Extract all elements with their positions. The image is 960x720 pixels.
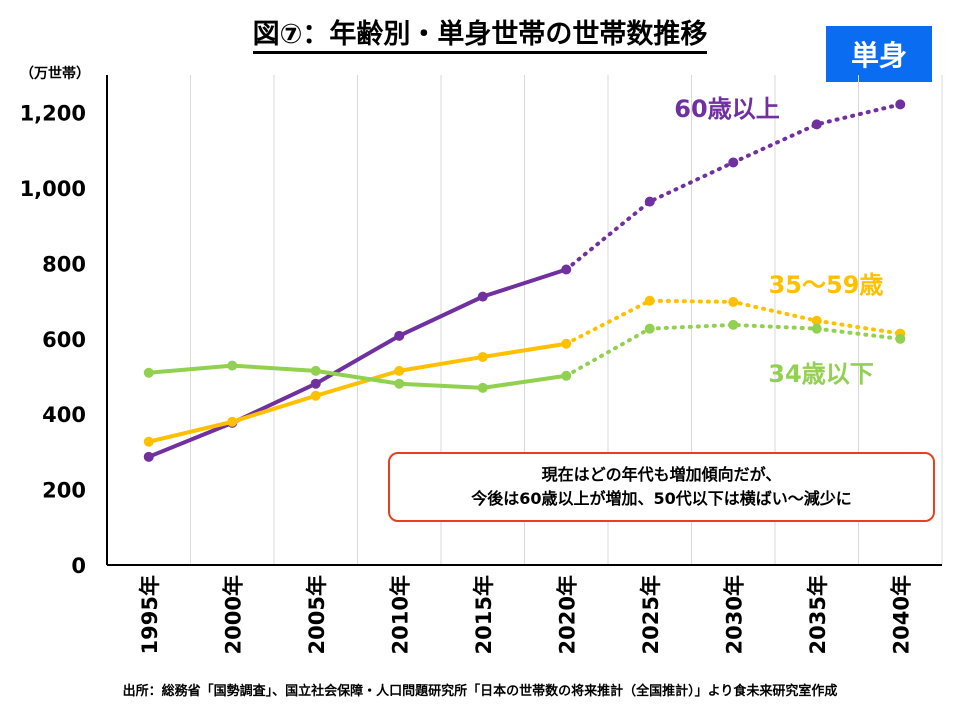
y-tick-label: 200 <box>42 479 86 503</box>
data-point <box>561 264 572 275</box>
callout-line-2: 今後は60歳以上が増加、50代以下は横ばい～減少に <box>471 489 852 508</box>
y-tick-label: 1,000 <box>20 177 86 201</box>
callout-line-1: 現在はどの年代も増加傾向だが、 <box>541 465 782 484</box>
data-point <box>143 367 154 378</box>
data-point <box>143 436 154 447</box>
y-tick-label: 0 <box>71 554 86 578</box>
data-point <box>728 296 739 307</box>
x-tick-label: 2025年 <box>639 575 663 654</box>
x-tick-label: 2000年 <box>221 575 245 654</box>
y-tick-label: 400 <box>42 403 86 427</box>
data-point <box>644 295 655 306</box>
data-point <box>477 382 488 393</box>
data-point <box>227 416 238 427</box>
series-label: 60歳以上 <box>674 95 779 123</box>
x-tick-label: 2020年 <box>555 575 579 654</box>
data-point <box>310 378 321 389</box>
data-point <box>811 315 822 326</box>
x-tick-label: 2040年 <box>889 575 913 654</box>
data-point <box>310 365 321 376</box>
x-tick-label: 2030年 <box>722 575 746 654</box>
data-point <box>811 323 822 334</box>
y-axis-label: （万世帯） <box>20 65 90 82</box>
data-point <box>394 365 405 376</box>
data-point <box>811 119 822 130</box>
series-line-projection <box>564 102 903 272</box>
chart-title: 図⑦：年齢別・単身世帯の世帯数推移 <box>0 12 960 54</box>
x-tick-label: 2015年 <box>472 575 496 654</box>
y-tick-label: 600 <box>42 328 86 352</box>
data-point <box>728 319 739 330</box>
data-point <box>477 351 488 362</box>
data-point <box>895 99 906 110</box>
series-line-actual <box>148 363 567 390</box>
data-point <box>310 390 321 401</box>
series-line-actual <box>148 341 567 444</box>
x-tick-label: 1995年 <box>138 575 162 654</box>
y-tick-label: 800 <box>42 252 86 276</box>
data-point <box>394 330 405 341</box>
data-point <box>394 378 405 389</box>
callout-box: 現在はどの年代も増加傾向だが、 今後は60歳以上が増加、50代以下は横ばい～減少… <box>388 452 935 522</box>
series-label: 34歳以下 <box>768 360 873 388</box>
x-tick-label: 2005年 <box>305 575 329 654</box>
source-note: 出所：総務省「国勢調査」、国立社会保障・人口問題研究所「日本の世帯数の将来推計（… <box>122 684 838 699</box>
data-point <box>561 338 572 349</box>
data-point <box>477 291 488 302</box>
data-point <box>227 360 238 371</box>
data-point <box>143 451 154 462</box>
data-point <box>728 157 739 168</box>
x-tick-label: 2010年 <box>388 575 412 654</box>
data-point <box>644 323 655 334</box>
x-tick-label: 2035年 <box>806 575 830 654</box>
chart-title-text: 図⑦：年齢別・単身世帯の世帯数推移 <box>252 19 708 54</box>
series-line-projection <box>564 322 903 378</box>
data-point <box>644 196 655 207</box>
single-household-badge: 単身 <box>826 26 932 82</box>
y-tick-label: 1,200 <box>20 102 86 126</box>
data-point <box>561 370 572 381</box>
series-label: 35～59歳 <box>769 271 884 299</box>
data-point <box>895 333 906 344</box>
series-line-actual <box>147 267 567 459</box>
